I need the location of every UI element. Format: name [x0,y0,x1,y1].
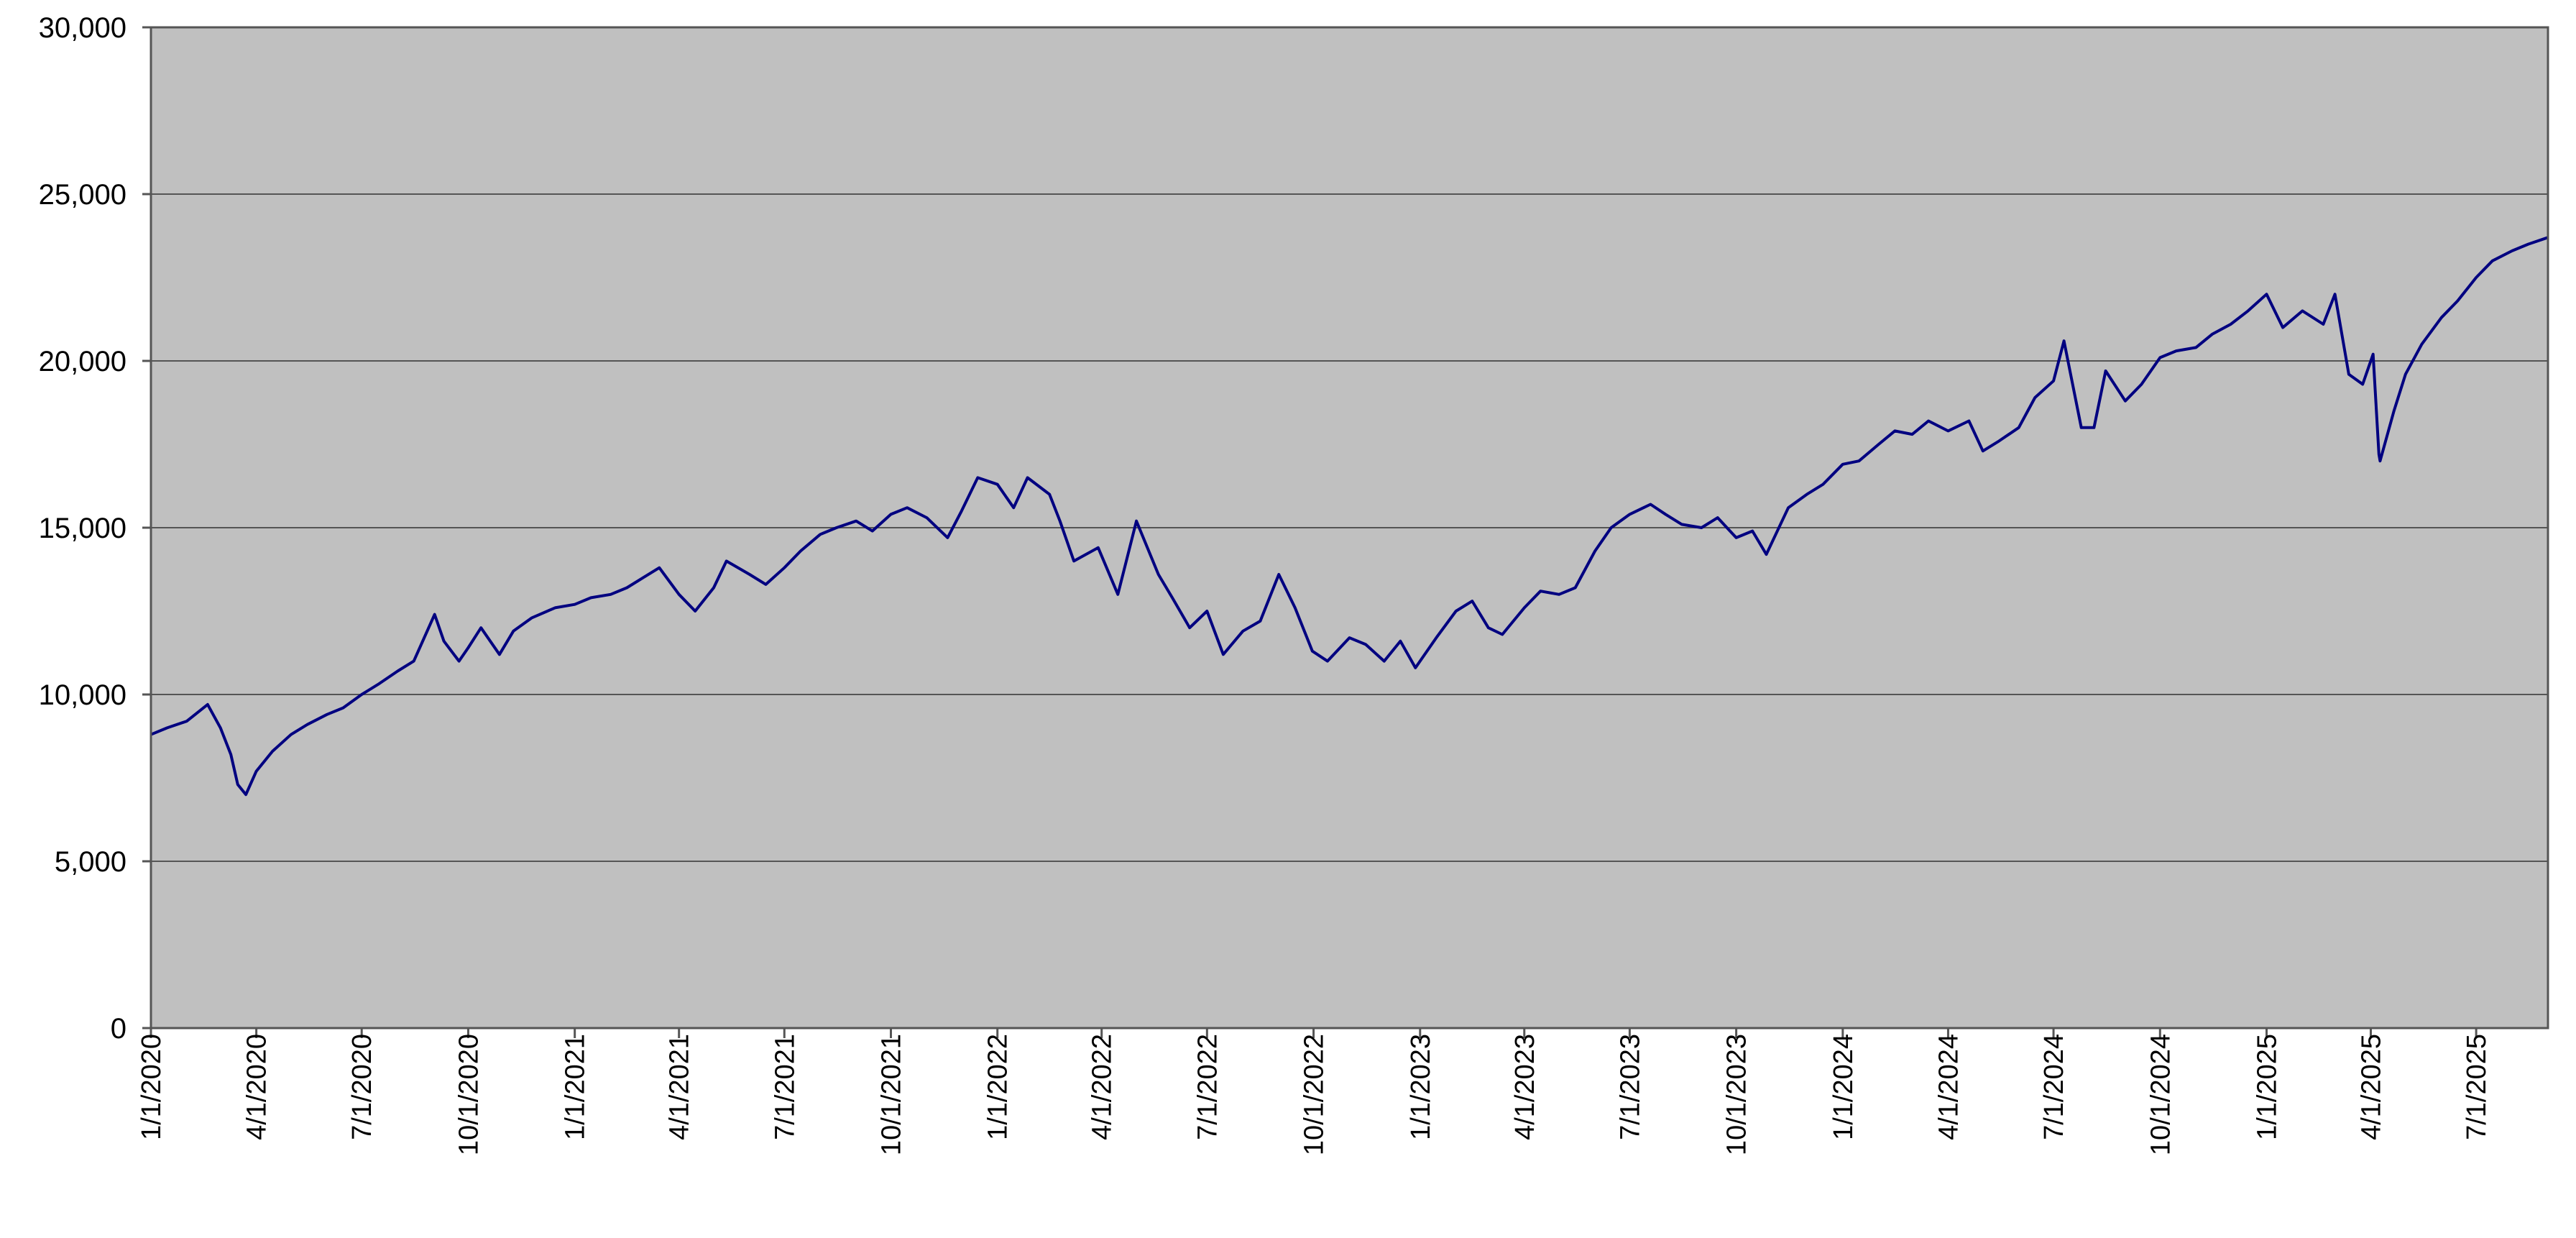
x-tick-label: 4/1/2020 [242,1034,272,1140]
x-tick-label: 4/1/2022 [1087,1034,1118,1140]
x-axis: 1/1/2020 4/1/2020 7/1/2020 10/1/2020 1/1/202… [137,1028,2492,1155]
x-tick-label: 10/1/2020 [454,1034,484,1155]
x-tick-label: 1/1/2020 [137,1034,167,1140]
x-tick-label: 7/1/2021 [770,1034,800,1140]
x-tick-label: 4/1/2021 [665,1034,695,1140]
x-tick-label: 7/1/2020 [347,1034,377,1140]
x-tick-label: 10/1/2024 [2145,1034,2176,1155]
y-tick-label: 10,000 [39,679,126,711]
x-tick-label: 1/1/2025 [2253,1034,2283,1140]
y-tick-label: 20,000 [39,346,126,377]
y-axis: 0 5,000 10,000 15,000 20,000 25,000 30,000 [39,12,151,1045]
x-tick-label: 7/1/2022 [1192,1034,1223,1140]
y-tick-label: 5,000 [55,846,126,878]
x-tick-label: 1/1/2022 [983,1034,1013,1140]
y-tick-label: 15,000 [39,513,126,544]
x-tick-label: 4/1/2024 [1933,1034,1964,1140]
x-tick-label: 7/1/2025 [2462,1034,2492,1140]
x-tick-label: 10/1/2023 [1722,1034,1752,1155]
x-tick-label: 7/1/2023 [1615,1034,1645,1140]
x-tick-label: 1/1/2023 [1406,1034,1436,1140]
y-tick-label: 25,000 [39,179,126,211]
series-line-0 [150,236,2549,797]
x-tick-label: 7/1/2024 [2039,1034,2069,1140]
y-tick-label: 30,000 [39,12,126,44]
x-tick-label: 10/1/2021 [877,1034,907,1155]
x-tick-label: 4/1/2025 [2357,1034,2387,1140]
y-tick-label: 0 [111,1013,126,1045]
x-tick-label: 4/1/2023 [1510,1034,1540,1140]
series-group [150,236,2549,797]
x-tick-label: 1/1/2024 [1828,1034,1859,1140]
gridlines [151,193,2548,862]
x-tick-label: 10/1/2022 [1300,1034,1330,1155]
x-tick-label: 1/1/2021 [561,1034,591,1140]
